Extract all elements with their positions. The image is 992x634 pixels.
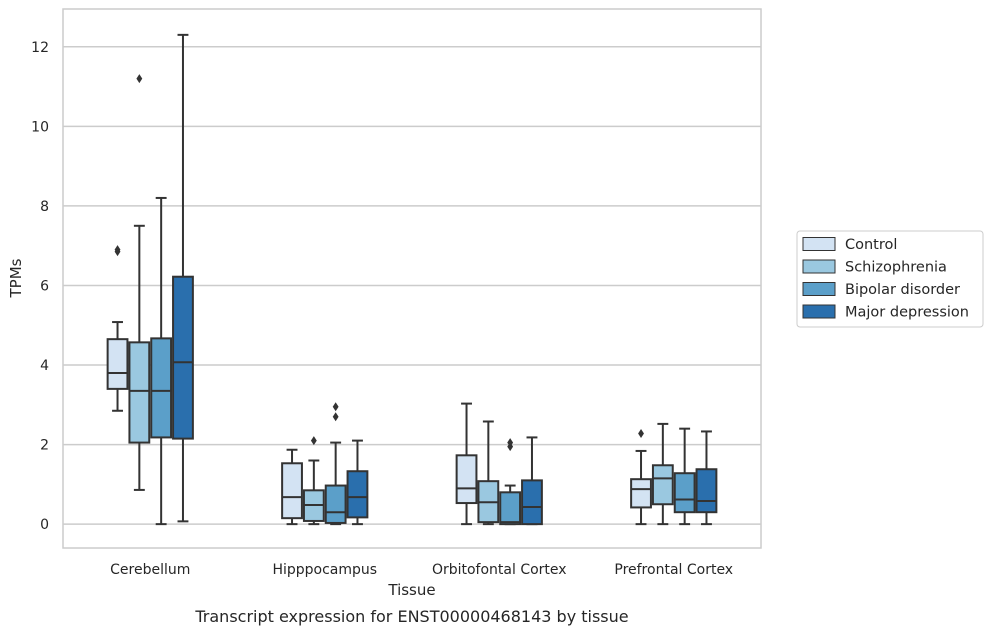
outlier-point [114, 245, 121, 255]
y-tick-label-12: 12 [31, 40, 49, 56]
box-2-1 [281, 448, 303, 526]
outlier-point [638, 428, 644, 438]
box-3-4 [521, 436, 543, 526]
box-body [346, 470, 369, 519]
y-tick-label-2: 2 [40, 438, 49, 454]
box-body [673, 472, 696, 514]
box-2-3 [324, 402, 347, 526]
box-body [324, 484, 347, 524]
x-axis-label: Tissue [387, 581, 435, 599]
box-3-3 [499, 438, 522, 526]
box-4-4 [695, 430, 718, 526]
chart-caption: Transcript expression for ENST0000046814… [194, 607, 628, 626]
box-2-4 [346, 439, 369, 526]
legend-swatch [802, 259, 836, 274]
box-body [172, 275, 194, 440]
y-tick-label-10: 10 [31, 119, 49, 135]
box-plot-series [106, 33, 718, 526]
box-body [281, 462, 303, 520]
x-tick-label-1: Cerebellum [110, 562, 190, 578]
legend-item-2: Schizophrenia [802, 259, 947, 276]
box-4-2 [651, 422, 674, 526]
y-tick-label-6: 6 [40, 278, 49, 294]
legend-label: Schizophrenia [845, 260, 947, 276]
legend-label: Bipolar disorder [845, 282, 960, 298]
box-body [455, 454, 478, 505]
x-tick-labels: Cerebellum Hipppocampus Orbitofontal Corte… [110, 562, 733, 578]
box-1-1 [106, 245, 129, 412]
box-body [651, 464, 674, 506]
outlier-point [332, 412, 339, 422]
legend-swatch [802, 304, 836, 319]
legend-swatch [802, 237, 836, 251]
legend-item-3: Bipolar disorder [802, 282, 960, 298]
box-body [150, 337, 173, 439]
outlier-point [136, 74, 143, 84]
x-tick-label-3: Orbitofontal Cortex [432, 562, 567, 578]
box-4-3 [673, 427, 696, 526]
box-1-2 [128, 74, 151, 491]
plot-frame [62, 8, 762, 549]
x-tick-label-2: Hipppocampus [272, 562, 377, 578]
box-body [499, 491, 522, 526]
box-body [630, 478, 652, 509]
y-tick-label-0: 0 [40, 517, 49, 533]
y-tick-label-4: 4 [40, 358, 49, 374]
box-3-2 [477, 420, 500, 526]
legend-item-1: Control [802, 237, 897, 253]
box-body [521, 479, 543, 526]
legend-item-4: Major depression [802, 304, 969, 321]
box-2-2 [302, 436, 325, 526]
legend: Control Schizophrenia Bipolar disorder Majo… [796, 230, 984, 328]
legend-label: Control [845, 237, 897, 253]
box-body [128, 341, 151, 444]
box-1-4 [172, 33, 194, 523]
box-1-3 [150, 196, 173, 526]
y-tick-label-8: 8 [40, 199, 49, 215]
box-body [695, 468, 718, 514]
legend-frame [796, 230, 984, 328]
outlier-point [310, 436, 317, 446]
outlier-point [332, 402, 339, 412]
legend-swatch [802, 282, 836, 296]
grid-lines [63, 46, 761, 525]
y-tick-labels: 0 2 4 6 8 10 12 [31, 40, 49, 533]
box-3-1 [455, 402, 478, 526]
box-4-1 [630, 428, 652, 526]
legend-label: Major depression [845, 305, 969, 321]
y-axis-label: TPMs [7, 258, 25, 298]
x-tick-label-4: Prefrontal Cortex [614, 562, 733, 578]
outlier-point [507, 438, 514, 448]
box-body [106, 338, 129, 390]
